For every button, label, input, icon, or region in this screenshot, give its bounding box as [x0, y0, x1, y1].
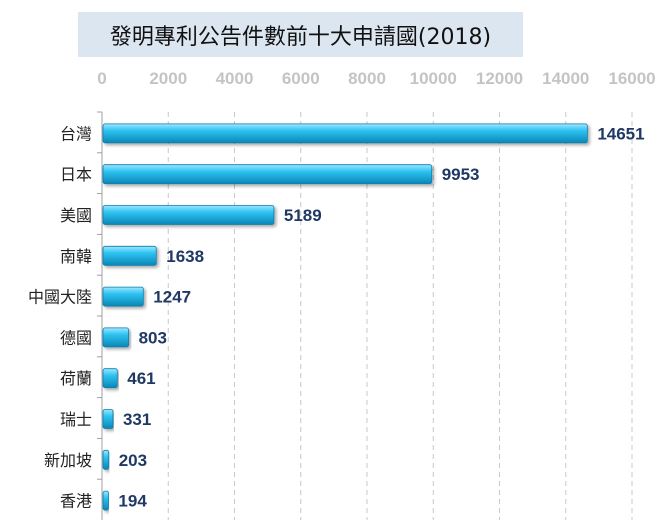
- x-tick-label: 0: [97, 69, 106, 88]
- value-label: 203: [119, 451, 147, 470]
- x-tick-label: 10000: [410, 69, 457, 88]
- category-label: 美國: [60, 206, 92, 225]
- category-label: 新加坡: [44, 451, 92, 470]
- bar: [102, 490, 109, 511]
- bar: [102, 286, 144, 307]
- y-axis-line: [97, 111, 103, 520]
- bar: [102, 164, 433, 185]
- category-label: 南韓: [60, 247, 92, 266]
- value-label: 1247: [153, 288, 191, 307]
- bars: [102, 123, 588, 511]
- labels: 台灣 14651 日本 9953 美國 5189 南韓 1638 中國大陸 1247 德國 803 荷蘭…: [28, 124, 645, 510]
- x-tick-label: 2000: [149, 69, 187, 88]
- x-tick-label: 6000: [282, 69, 320, 88]
- bar: [102, 449, 110, 470]
- x-tick-label: 4000: [216, 69, 254, 88]
- bar: [102, 327, 129, 348]
- value-label: 194: [118, 492, 147, 511]
- value-label: 5189: [284, 206, 322, 225]
- value-label: 461: [127, 369, 155, 388]
- category-label: 台灣: [60, 124, 92, 143]
- value-label: 331: [123, 410, 151, 429]
- category-label: 德國: [60, 328, 92, 347]
- category-label: 日本: [60, 165, 92, 184]
- bar: [102, 368, 118, 389]
- bar: [102, 123, 588, 144]
- category-label: 荷蘭: [60, 369, 92, 388]
- x-tick-label: 16000: [608, 69, 655, 88]
- chart-title-box: 發明專利公告件數前十大申請國(2018): [78, 12, 523, 57]
- category-label: 瑞士: [60, 410, 92, 429]
- value-label: 803: [139, 328, 167, 347]
- x-axis-ticks: 0 2000 4000 6000 8000 10000 12000 14000 16000: [97, 69, 655, 88]
- bar: [102, 409, 114, 429]
- value-label: 14651: [597, 124, 644, 143]
- category-label: 香港: [60, 492, 92, 511]
- value-label: 9953: [442, 165, 480, 184]
- bar: [102, 245, 157, 266]
- category-label: 中國大陸: [28, 288, 92, 307]
- chart-title: 發明專利公告件數前十大申請國(2018): [109, 24, 492, 50]
- x-tick-label: 14000: [542, 69, 589, 88]
- x-tick-label: 12000: [476, 69, 523, 88]
- bar: [102, 205, 275, 225]
- value-label: 1638: [166, 247, 204, 266]
- x-tick-label: 8000: [348, 69, 386, 88]
